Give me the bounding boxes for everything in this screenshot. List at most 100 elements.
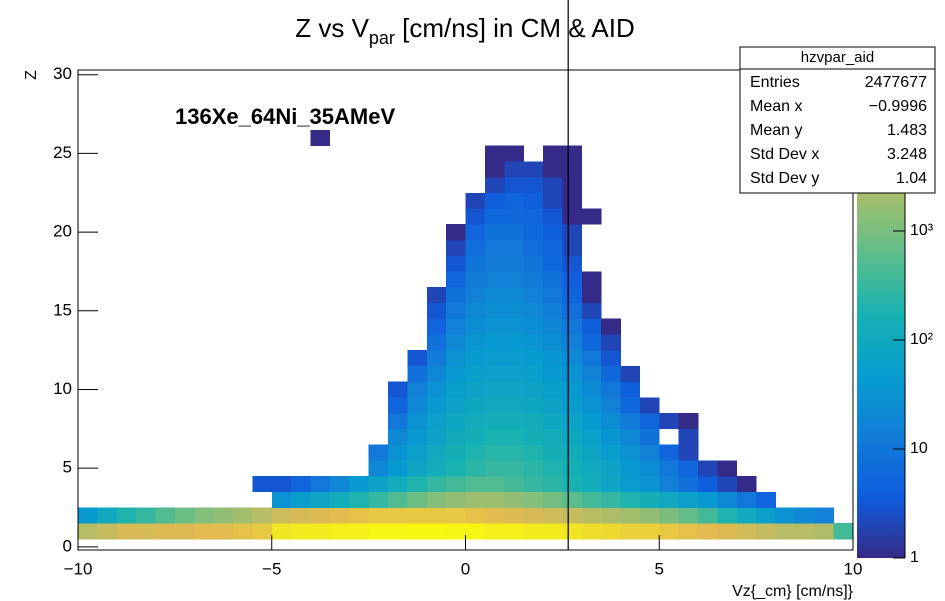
- heatmap-cell: [156, 224, 176, 240]
- heatmap-cell: [562, 491, 583, 508]
- heatmap-cell: [601, 287, 621, 303]
- heatmap-cell: [291, 193, 311, 209]
- z-tick-label: 1: [910, 549, 919, 566]
- heatmap-cell: [252, 350, 272, 366]
- heatmap-cell: [698, 445, 718, 461]
- heatmap-cell: [175, 319, 195, 335]
- heatmap-cell: [156, 130, 176, 146]
- heatmap-cell: [484, 491, 505, 508]
- heatmap-cell: [330, 130, 350, 146]
- heatmap-cell: [136, 130, 156, 146]
- heatmap-cell: [756, 240, 776, 256]
- heatmap-cell: [272, 413, 292, 429]
- heatmap-cell: [601, 177, 621, 193]
- heatmap-cell: [562, 271, 583, 288]
- heatmap-cell: [97, 350, 117, 366]
- heatmap-cell: [601, 350, 621, 367]
- heatmap-cell: [621, 287, 641, 303]
- heatmap-cell: [175, 429, 195, 445]
- heatmap-cell: [776, 382, 796, 398]
- heatmap-cell: [407, 319, 427, 335]
- heatmap-cell: [233, 350, 253, 366]
- heatmap-cell: [446, 428, 466, 445]
- heatmap-cell: [214, 366, 234, 382]
- heatmap-cell: [484, 334, 505, 351]
- heatmap-cell: [543, 507, 563, 524]
- heatmap-cell: [737, 287, 757, 303]
- heatmap-cell: [484, 381, 505, 398]
- heatmap-cell: [349, 177, 369, 193]
- heatmap-cell: [426, 397, 447, 414]
- heatmap-cell: [504, 444, 524, 461]
- heatmap-cell: [543, 145, 563, 162]
- heatmap-cell: [698, 271, 718, 287]
- heatmap-cell: [426, 287, 447, 304]
- heatmap-cell: [717, 460, 738, 477]
- heatmap-cell: [562, 208, 583, 225]
- heatmap-cell: [465, 239, 486, 257]
- stats-value: 2477677: [865, 74, 927, 91]
- heatmap-cell: [504, 271, 524, 288]
- heatmap-cell: [717, 523, 738, 540]
- heatmap-cell: [329, 476, 350, 493]
- heatmap-cell: [465, 381, 486, 398]
- heatmap-cell: [601, 460, 621, 477]
- heatmap-cell: [272, 208, 292, 224]
- heatmap-cell: [330, 177, 350, 193]
- heatmap-cell: [717, 224, 737, 240]
- heatmap-cell: [620, 476, 641, 493]
- heatmap-cell: [78, 350, 98, 366]
- heatmap-cell: [175, 382, 195, 398]
- stats-name: Mean y: [750, 122, 802, 139]
- heatmap-cell: [117, 397, 137, 413]
- heatmap-cell: [543, 476, 563, 493]
- heatmap-cell: [426, 507, 447, 524]
- heatmap-cell: [678, 413, 699, 430]
- stats-value: 3.248: [887, 146, 927, 163]
- heatmap-cell: [484, 476, 505, 493]
- heatmap-cell: [484, 523, 505, 540]
- heatmap-cell: [214, 429, 234, 445]
- heatmap-cell: [523, 523, 544, 540]
- heatmap-cell: [175, 366, 195, 382]
- heatmap-cell: [252, 130, 272, 146]
- heatmap-cell: [407, 146, 427, 162]
- heatmap-cell: [136, 146, 156, 162]
- heatmap-cell: [737, 271, 757, 287]
- heatmap-cell: [756, 319, 776, 335]
- heatmap-cell: [834, 256, 854, 272]
- heatmap-cell: [407, 413, 428, 430]
- heatmap-cell: [291, 271, 311, 287]
- heatmap-cell: [310, 507, 331, 524]
- heatmap-cell: [369, 319, 389, 335]
- heatmap-cell: [504, 413, 524, 430]
- heatmap-cell: [640, 193, 660, 209]
- heatmap-cell: [407, 460, 428, 477]
- heatmap-cell: [369, 208, 389, 224]
- heatmap-cell: [523, 255, 544, 272]
- heatmap-cell: [795, 429, 815, 445]
- heatmap-cell: [679, 240, 699, 256]
- heatmap-cell: [252, 445, 272, 461]
- heatmap-cell: [562, 334, 583, 351]
- heatmap-cell: [543, 255, 563, 272]
- heatmap-cell: [194, 350, 214, 366]
- heatmap-cell: [717, 476, 738, 493]
- heatmap-cell: [136, 271, 156, 287]
- heatmap-cell: [156, 177, 176, 193]
- heatmap-cell: [523, 224, 544, 241]
- heatmap-cell: [504, 130, 524, 146]
- heatmap-cell: [446, 146, 466, 162]
- heatmap-cell: [484, 444, 505, 461]
- heatmap-cell: [679, 146, 699, 162]
- heatmap-cell: [291, 177, 311, 193]
- heatmap-cell: [446, 350, 466, 367]
- heatmap-cell: [194, 382, 214, 398]
- heatmap-cell: [349, 208, 369, 224]
- heatmap-cell: [717, 397, 737, 413]
- heatmap-cell: [639, 428, 660, 445]
- heatmap-cell: [795, 397, 815, 413]
- heatmap-cell: [194, 523, 214, 540]
- heatmap-cell: [756, 491, 776, 508]
- heatmap-cell: [136, 382, 156, 398]
